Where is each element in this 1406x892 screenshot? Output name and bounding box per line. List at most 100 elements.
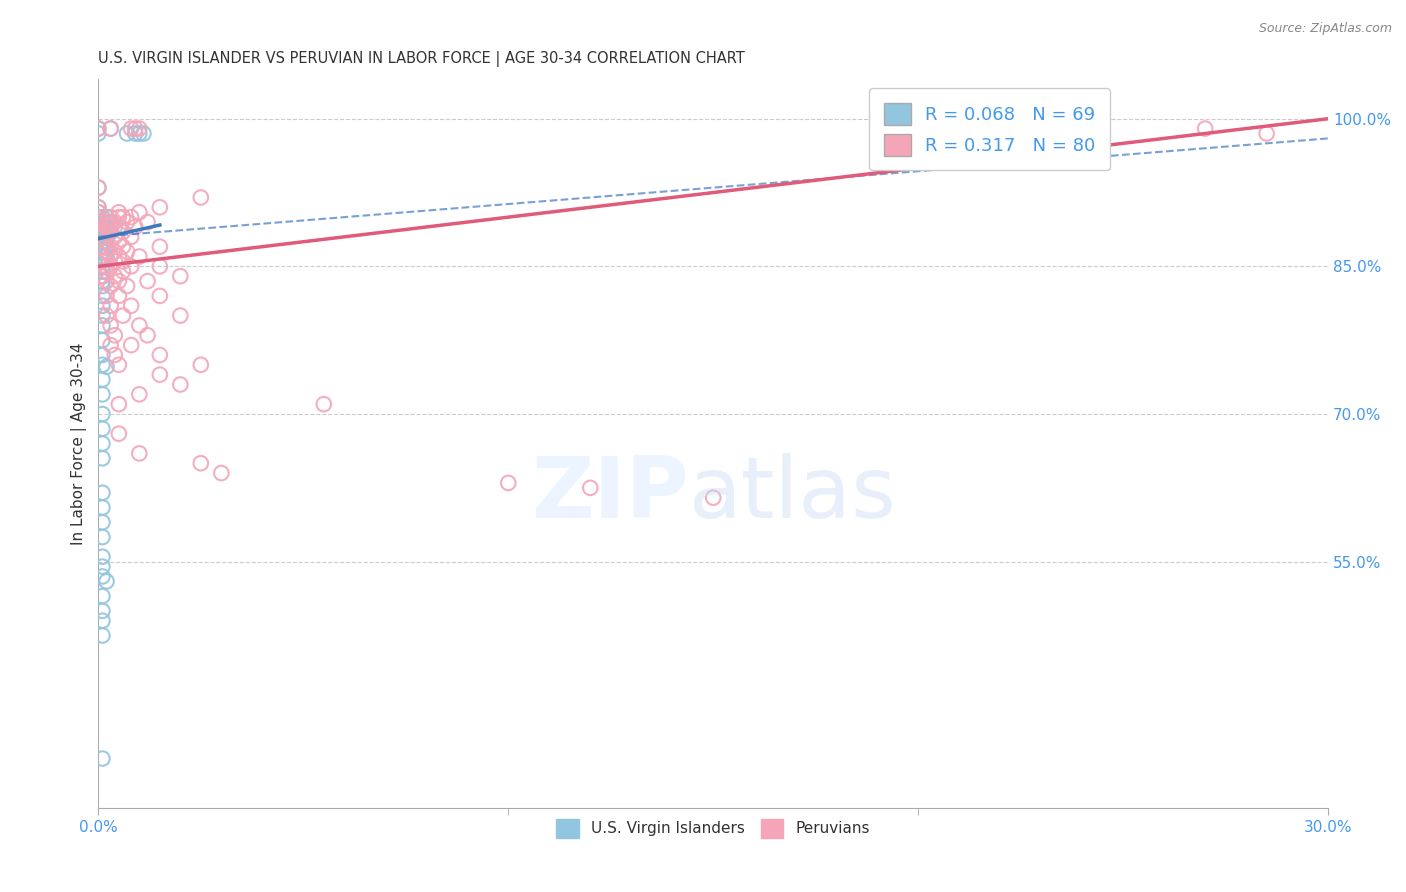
Point — [87, 225, 110, 239]
Point — [87, 210, 110, 224]
Point — [87, 219, 110, 234]
Point — [87, 215, 110, 229]
Point — [91, 358, 114, 372]
Point — [87, 205, 110, 219]
Point — [87, 121, 110, 136]
Point — [91, 279, 114, 293]
Point — [96, 274, 118, 288]
Point — [120, 210, 142, 224]
Point — [91, 436, 114, 450]
Point — [91, 387, 114, 401]
Point — [87, 121, 110, 136]
Point — [96, 244, 118, 259]
Point — [190, 190, 212, 204]
Point — [91, 269, 114, 284]
Point — [96, 230, 118, 244]
Point — [96, 240, 118, 254]
Point — [96, 264, 118, 278]
Point — [96, 210, 118, 224]
Point — [124, 127, 146, 141]
Point — [87, 210, 110, 224]
Point — [108, 274, 131, 288]
Text: U.S. VIRGIN ISLANDER VS PERUVIAN IN LABOR FORCE | AGE 30-34 CORRELATION CHART: U.S. VIRGIN ISLANDER VS PERUVIAN IN LABO… — [98, 51, 745, 67]
Point — [91, 451, 114, 466]
Point — [100, 299, 122, 313]
Point — [128, 127, 150, 141]
Point — [91, 254, 114, 268]
Point — [91, 240, 114, 254]
Text: ZIP: ZIP — [531, 453, 689, 536]
Point — [96, 244, 118, 259]
Point — [104, 348, 127, 362]
Point — [91, 230, 114, 244]
Point — [91, 309, 114, 323]
Point — [111, 210, 134, 224]
Point — [87, 200, 110, 214]
Point — [91, 485, 114, 500]
Point — [96, 235, 118, 249]
Point — [100, 121, 122, 136]
Text: atlas: atlas — [689, 453, 897, 536]
Point — [209, 466, 232, 480]
Point — [104, 215, 127, 229]
Point — [136, 328, 159, 343]
Point — [120, 260, 142, 274]
Point — [96, 215, 118, 229]
Point — [128, 446, 150, 460]
Point — [91, 269, 114, 284]
Point — [108, 250, 131, 264]
Point — [104, 269, 127, 284]
Point — [108, 235, 131, 249]
Point — [124, 219, 146, 234]
Point — [91, 254, 114, 268]
Point — [108, 426, 131, 441]
Point — [91, 530, 114, 544]
Point — [104, 230, 127, 244]
Point — [87, 205, 110, 219]
Point — [100, 240, 122, 254]
Point — [100, 225, 122, 239]
Point — [91, 422, 114, 436]
Point — [100, 121, 122, 136]
Point — [149, 200, 172, 214]
Point — [87, 180, 110, 194]
Point — [91, 373, 114, 387]
Point — [91, 219, 114, 234]
Point — [169, 269, 191, 284]
Point — [96, 289, 118, 303]
Point — [702, 491, 724, 505]
Point — [100, 260, 122, 274]
Point — [120, 338, 142, 352]
Point — [190, 456, 212, 470]
Point — [115, 279, 138, 293]
Point — [96, 309, 118, 323]
Point — [87, 180, 110, 194]
Point — [96, 250, 118, 264]
Point — [136, 274, 159, 288]
Point — [100, 219, 122, 234]
Point — [312, 397, 335, 411]
Point — [87, 215, 110, 229]
Point — [104, 254, 127, 268]
Point — [108, 289, 131, 303]
Point — [91, 348, 114, 362]
Point — [91, 225, 114, 239]
Point — [100, 279, 122, 293]
Point — [149, 368, 172, 382]
Point — [128, 250, 150, 264]
Point — [91, 614, 114, 628]
Point — [115, 244, 138, 259]
Point — [91, 215, 114, 229]
Point — [87, 219, 110, 234]
Point — [87, 225, 110, 239]
Text: Source: ZipAtlas.com: Source: ZipAtlas.com — [1258, 22, 1392, 36]
Point — [91, 260, 114, 274]
Point — [91, 289, 114, 303]
Point — [169, 309, 191, 323]
Point — [100, 225, 122, 239]
Point — [120, 299, 142, 313]
Point — [100, 318, 122, 333]
Point — [87, 200, 110, 214]
Point — [100, 219, 122, 234]
Point — [91, 225, 114, 239]
